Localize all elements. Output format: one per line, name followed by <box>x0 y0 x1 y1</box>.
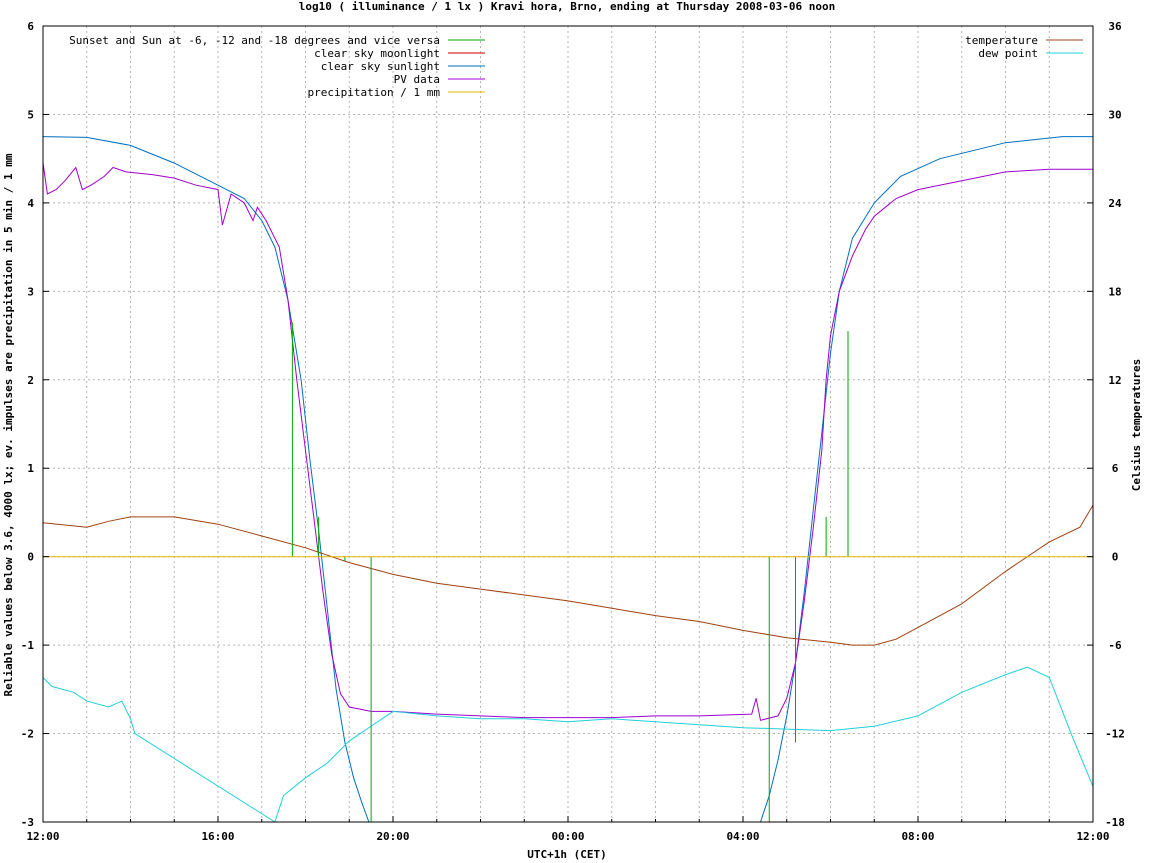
y-tick-label: 0 <box>27 551 34 564</box>
series-dew-point <box>43 666 1093 822</box>
legend-entry-label: precipitation / 1 mm <box>308 86 441 99</box>
x-tick-label: 00:00 <box>551 830 584 843</box>
y-tick-label: -1 <box>21 639 35 652</box>
x-tick-label: 16:00 <box>201 830 234 843</box>
tick-labels: 12:00 16:00 20:00 00:00 04:00 08:00 12:00-3-2-… <box>21 20 1125 843</box>
y-tick-label: 2 <box>27 374 34 387</box>
y2-tick-label: -12 <box>1105 728 1125 741</box>
y2-tick-label: 36 <box>1108 20 1122 33</box>
series-temperature <box>43 504 1093 646</box>
y-axis-label: Reliable values below 3.6, 4000 lx; ev. … <box>2 153 15 696</box>
legend-entry-label: dew point <box>978 47 1038 60</box>
y-tick-label: 4 <box>27 197 34 210</box>
legend-entry-label: Sunset and Sun at -6, -12 and -18 degree… <box>69 34 440 47</box>
legend: Sunset and Sun at -6, -12 and -18 degree… <box>69 34 1083 99</box>
y-tick-label: 6 <box>27 20 34 33</box>
chart-title: log10 ( illuminance / 1 lx ) Kravi hora,… <box>299 0 835 13</box>
y2-tick-label: 30 <box>1108 108 1121 121</box>
x-tick-label: 20:00 <box>376 830 409 843</box>
y-tick-label: 3 <box>27 285 34 298</box>
y-tick-label: -2 <box>21 728 34 741</box>
series-clear-sky-sunlight <box>43 136 370 822</box>
y2-tick-label: 0 <box>1112 551 1119 564</box>
y2-axis-label: Celsius temperatures <box>1130 359 1143 491</box>
y2-tick-label: -18 <box>1105 816 1125 829</box>
y2-tick-label: 12 <box>1108 374 1121 387</box>
x-tick-label: 12:00 <box>1076 830 1109 843</box>
y2-tick-label: -6 <box>1108 639 1122 652</box>
x-tick-label: 08:00 <box>901 830 934 843</box>
y-tick-label: -3 <box>21 816 34 829</box>
x-axis-label: UTC+1h (CET) <box>527 848 606 861</box>
x-tick-label: 04:00 <box>726 830 759 843</box>
y2-tick-label: 18 <box>1108 285 1121 298</box>
legend-entry-label: clear sky sunlight <box>321 60 440 73</box>
series-clear-sky-sunlight-morning <box>760 136 1093 822</box>
series-layer <box>43 136 1093 822</box>
x-tick-label: 12:00 <box>26 830 59 843</box>
legend-entry-label: temperature <box>965 34 1038 47</box>
y-tick-label: 1 <box>27 462 34 475</box>
legend-entry-label: clear sky moonlight <box>314 47 440 60</box>
y2-tick-label: 24 <box>1108 197 1122 210</box>
grid <box>43 26 1093 822</box>
legend-entry-label: PV data <box>394 73 440 86</box>
y-tick-label: 5 <box>27 108 34 121</box>
y2-tick-label: 6 <box>1112 462 1119 475</box>
